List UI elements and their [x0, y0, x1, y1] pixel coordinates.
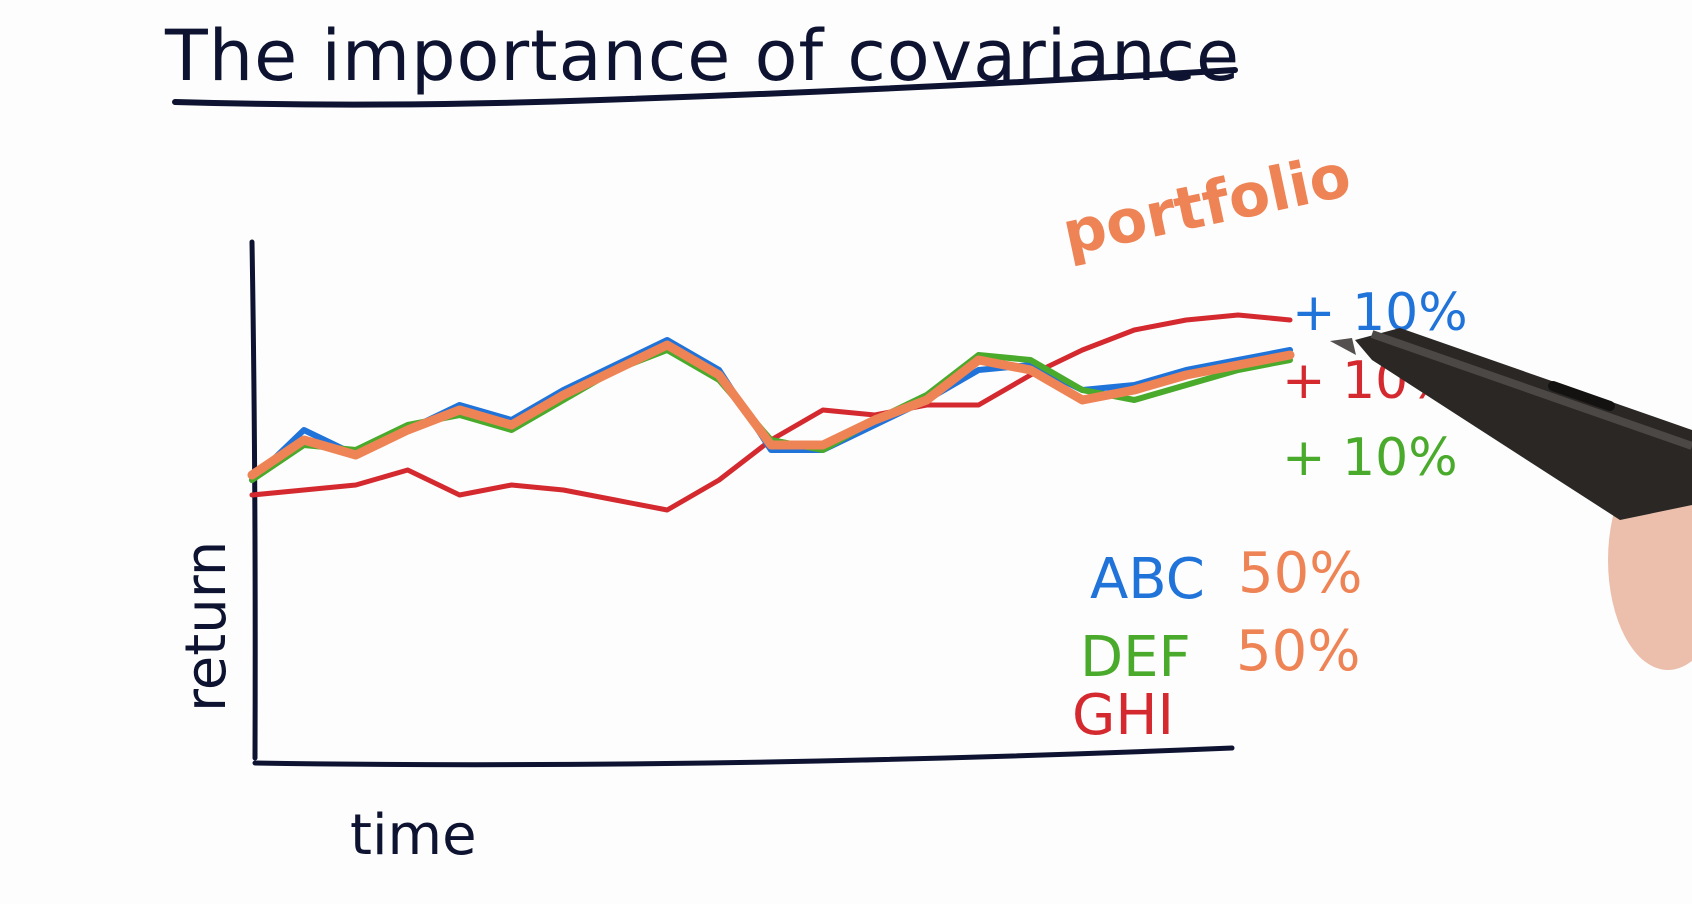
series-line-def: [249, 347, 1293, 483]
legend-ghi-name: GHI: [1072, 683, 1174, 748]
def-change-label: + 10%: [1282, 428, 1458, 488]
series-line-portfolio: [247, 340, 1295, 480]
chart-title: The importance of covariance: [164, 15, 1240, 97]
series-line-ghi: [249, 312, 1293, 513]
x-axis-label: time: [350, 803, 477, 868]
stylus-pen-icon: [1330, 328, 1692, 670]
legend-def-name: DEF: [1080, 625, 1191, 690]
series-line-abc: [249, 337, 1293, 483]
portfolio-label: portfolio: [1057, 140, 1357, 269]
legend-abc-name: ABC: [1090, 547, 1205, 612]
title-underline: [172, 67, 1238, 108]
y-axis: [249, 239, 258, 761]
legend-def-weight: 50%: [1236, 619, 1360, 684]
y-axis-label: return: [174, 541, 239, 712]
series-group: [247, 312, 1295, 513]
legend-abc-weight: 50%: [1238, 541, 1362, 606]
x-axis: [252, 745, 1235, 768]
